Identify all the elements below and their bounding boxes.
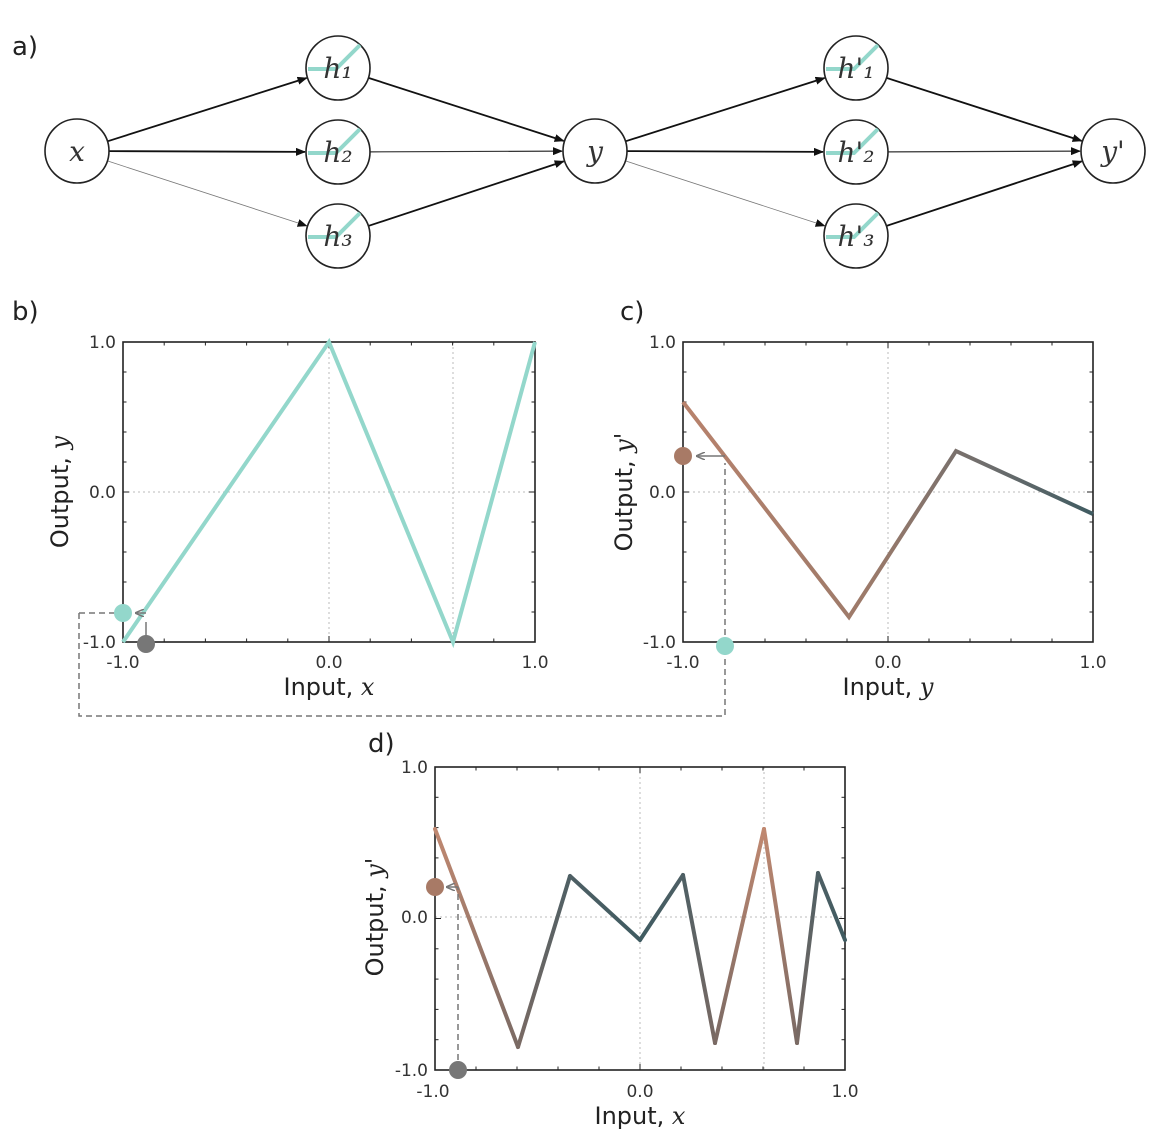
plot-d-curve-segment (433, 827, 520, 1049)
plot-b-ytick-2: 1.0 (89, 333, 116, 353)
plot-c: c) -1.0 0.0 1.0 -1.0 0.0 1.0 Input, y Ou… (610, 297, 1107, 701)
network-edges (107, 76, 1083, 227)
plot-d-input-point (449, 1061, 467, 1079)
edge-x-to-h3 (107, 160, 308, 227)
plot-d-curve-segment (638, 873, 685, 942)
node-y-circle (562, 118, 628, 184)
node-h2: h₂ (305, 119, 371, 185)
node-x-label: x (69, 135, 85, 168)
node-h1-label: h₁ (323, 52, 352, 85)
node-yp: y' (1080, 118, 1146, 184)
plot-d-curve (433, 827, 847, 1049)
relu-icon (308, 43, 362, 71)
plot-b-output-point (114, 604, 132, 622)
relu-icon (308, 211, 362, 239)
relu-icon (826, 43, 880, 71)
plot-d-xtick-2: 1.0 (831, 1082, 858, 1102)
plot-d-curve-segment (516, 874, 572, 1049)
plot-b-ylabel: Output, y (46, 435, 74, 548)
edge-h3-to-y (368, 160, 565, 227)
node-h3: h₃ (305, 203, 371, 269)
node-h1: h₁ (305, 35, 371, 101)
network-diagram: a) x h₁ h₂ h₃ y h'₁ h'₂ h'₃ y' (12, 32, 1146, 269)
plot-b-input-point (137, 635, 155, 653)
relu-icon (826, 127, 880, 155)
plot-d-xtick-1: 0.0 (626, 1082, 653, 1102)
node-yp-label: y' (1099, 135, 1125, 168)
plot-d-ylabel: Output, y' (361, 858, 389, 977)
plot-b-curve (121, 337, 537, 649)
node-x-circle (44, 118, 110, 184)
node-hp3: h'₃ (823, 203, 889, 269)
edge-y-to-hp1 (625, 76, 826, 143)
mapping-connector-b-to-c (78, 463, 726, 717)
plot-c-xlabel: Input, y (843, 673, 934, 701)
plot-d-xlabel: Input, x (595, 1102, 686, 1130)
plot-d-ticks (434, 766, 846, 1071)
plot-b-xtick-2: 1.0 (521, 653, 548, 673)
network-nodes: x h₁ h₂ h₃ y h'₁ h'₂ h'₃ y' (44, 35, 1146, 269)
edge-hp1-to-yp (886, 76, 1083, 142)
plot-d-curve-segment (681, 873, 717, 1045)
plot-d-ytick-0: -1.0 (395, 1061, 428, 1081)
edge-hp2-to-yp (887, 147, 1082, 156)
node-x: x (44, 118, 110, 184)
plot-b: b) -1.0 0.0 1.0 -1.0 0.0 1.0 Input, x Ou… (12, 297, 549, 701)
plot-d-grid (435, 767, 845, 1070)
edge-h2-to-y (369, 147, 564, 156)
edge-y-to-hp2 (626, 147, 825, 156)
node-hp1-label: h'₁ (838, 52, 875, 85)
plot-c-ytick-0: -1.0 (643, 633, 676, 653)
panel-c-label: c) (620, 297, 644, 327)
panel-d-label: d) (368, 729, 395, 759)
panel-b-label: b) (12, 297, 39, 327)
node-yp-circle (1080, 118, 1146, 184)
node-hp3-label: h'₃ (838, 220, 875, 253)
plot-d-xtick-0: -1.0 (416, 1082, 449, 1102)
node-y-label: y (585, 135, 604, 168)
plot-d-curve-segment (762, 827, 799, 1045)
plot-d-curve-segment (816, 871, 847, 942)
plot-c-ticks (682, 341, 1094, 643)
plot-b-xtick-0: -1.0 (106, 653, 139, 673)
plot-c-ytick-2: 1.0 (649, 333, 676, 353)
panel-a-label: a) (12, 32, 38, 62)
plot-c-input-point (716, 637, 734, 655)
plot-b-ytick-1: 0.0 (89, 483, 116, 503)
relu-icon (826, 211, 880, 239)
edge-x-to-h2 (108, 147, 307, 156)
node-h2-label: h₂ (323, 136, 352, 169)
edge-hp3-to-yp (886, 160, 1083, 227)
plot-c-output-point (674, 447, 692, 465)
plot-c-xtick-0: -1.0 (666, 653, 699, 673)
plot-c-xtick-2: 1.0 (1079, 653, 1106, 673)
node-y: y (562, 118, 628, 184)
plot-b-grid (123, 342, 535, 642)
plot-c-xtick-1: 0.0 (874, 653, 901, 673)
relu-icon (308, 127, 362, 155)
edge-x-to-h1 (107, 76, 308, 143)
node-hp1: h'₁ (823, 35, 889, 101)
plot-c-ylabel: Output, y' (610, 433, 638, 552)
plot-d-ytick-1: 0.0 (401, 908, 428, 928)
plot-d-ytick-2: 1.0 (401, 758, 428, 778)
node-h3-label: h₃ (323, 220, 352, 253)
plot-c-curve (681, 400, 1094, 621)
plot-d-curve-segment (713, 827, 766, 1045)
plot-b-xtick-1: 0.0 (315, 653, 342, 673)
plot-d-output-point (426, 878, 444, 896)
plot-c-ytick-1: 0.0 (649, 483, 676, 503)
plot-c-grid (683, 342, 1093, 642)
edge-y-to-hp3 (625, 160, 826, 227)
edge-h1-to-y (368, 76, 565, 142)
plot-d-curve-segment (795, 871, 820, 1045)
node-hp2: h'₂ (823, 119, 889, 185)
node-hp2-label: h'₂ (838, 136, 875, 169)
plot-d-curve-segment (568, 874, 642, 942)
plot-d: d) -1.0 0.0 1.0 -1.0 0.0 1.0 Input, x Ou… (361, 729, 859, 1130)
plot-b-xlabel: Input, x (284, 673, 375, 701)
plot-b-ytick-0: -1.0 (83, 633, 116, 653)
